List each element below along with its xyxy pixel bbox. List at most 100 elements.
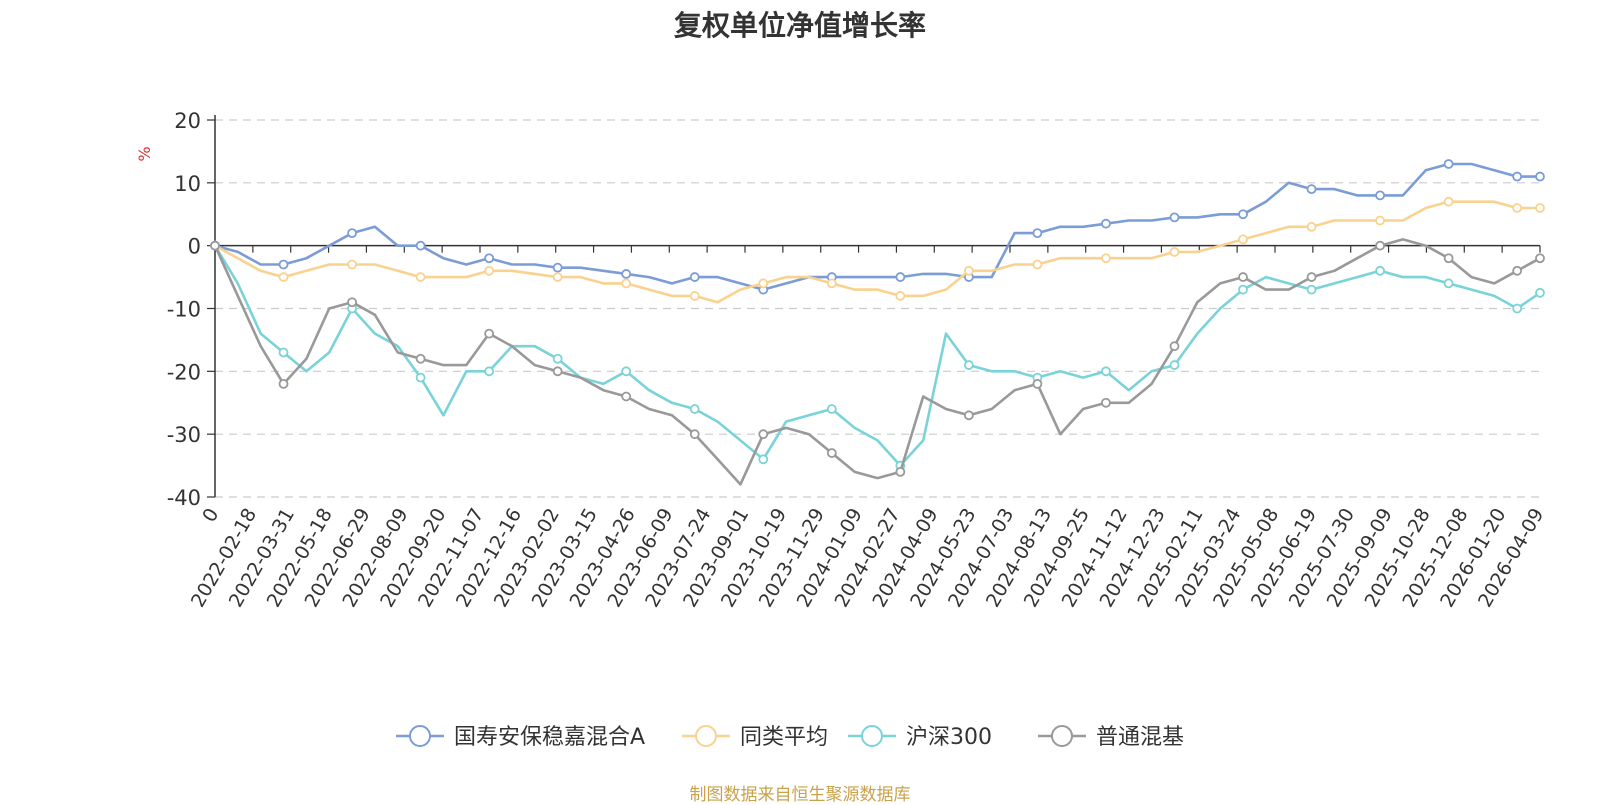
y-tick-label: -40 [167, 486, 201, 510]
y-tick-label: -10 [167, 298, 201, 322]
data-point [347, 259, 357, 270]
plot-svg: 20100-10-20-30-40%02022-02-182022-03-312… [135, 109, 1548, 750]
data-point [689, 404, 700, 414]
data-point [484, 253, 495, 264]
data-point [415, 372, 426, 383]
data-point [758, 278, 769, 289]
y-tick-label: -20 [167, 360, 201, 384]
data-point [1512, 203, 1523, 213]
y-tick-label: -30 [167, 423, 201, 447]
legend-label: 普通混基 [1096, 725, 1184, 750]
data-point [1375, 190, 1385, 201]
data-point [1238, 234, 1248, 245]
data-point [963, 410, 974, 421]
legend-marker [409, 725, 431, 747]
data-point [1032, 228, 1043, 239]
data-point [484, 366, 495, 377]
data-point [1169, 360, 1180, 370]
data-point [552, 262, 563, 273]
data-point [1443, 253, 1454, 264]
data-point [1306, 284, 1317, 295]
data-point [758, 454, 769, 465]
data-point [1306, 221, 1317, 232]
data-point [689, 272, 700, 282]
data-point [1101, 366, 1111, 377]
data-point [621, 391, 632, 402]
data-point [1032, 378, 1043, 389]
data-point [415, 272, 426, 282]
data-point [895, 466, 906, 477]
data-point [826, 278, 837, 289]
series-line [214, 200, 1540, 304]
chart-title: 复权单位净值增长率 [673, 9, 926, 42]
data-point [1375, 215, 1385, 226]
data-point [1443, 196, 1454, 207]
data-point [552, 366, 563, 377]
data-point [210, 240, 220, 251]
legend-label: 沪深300 [906, 725, 992, 750]
data-point [689, 429, 700, 440]
data-point [484, 265, 495, 276]
data-point [278, 259, 289, 270]
data-point [1443, 159, 1454, 169]
legend-marker [1051, 725, 1073, 747]
y-tick-label: 20 [174, 109, 201, 133]
data-point [963, 360, 974, 370]
data-point [1306, 272, 1317, 282]
data-point [1375, 240, 1385, 251]
legend-label: 国寿安保稳嘉混合A [454, 725, 645, 750]
x-tick-label: 0 [198, 505, 223, 526]
legend-label: 同类平均 [740, 725, 828, 750]
data-point [1512, 303, 1523, 314]
data-point [1238, 209, 1248, 220]
data-point [1169, 341, 1180, 352]
y-tick-label: 10 [174, 172, 201, 196]
data-point [278, 378, 289, 389]
legend-marker [861, 725, 883, 747]
data-point [1032, 259, 1043, 270]
data-point [347, 297, 357, 308]
data-point [1238, 272, 1248, 282]
data-point [621, 278, 632, 289]
data-point [1512, 265, 1523, 276]
data-point [278, 347, 289, 358]
source-note: 制图数据来自恒生聚源数据库 [689, 785, 911, 805]
data-point [1535, 171, 1545, 182]
data-point [826, 404, 837, 414]
data-point [1535, 253, 1545, 264]
data-point [1169, 247, 1180, 257]
y-tick-label: 0 [188, 235, 201, 259]
data-point [552, 353, 563, 364]
data-point [278, 272, 289, 282]
data-point [415, 240, 426, 251]
legend-marker [695, 725, 717, 747]
data-point [895, 291, 906, 301]
data-point [1512, 171, 1523, 182]
data-point [1306, 184, 1317, 195]
data-point [484, 328, 495, 339]
data-point [895, 272, 906, 282]
series-line [214, 162, 1540, 291]
data-point [1101, 253, 1111, 264]
data-point [1443, 278, 1454, 289]
data-point [621, 269, 632, 279]
data-point [1238, 284, 1248, 295]
data-point [347, 228, 357, 239]
data-point [552, 272, 563, 282]
data-point [1169, 212, 1180, 223]
data-point [963, 265, 974, 276]
y-axis-label: % [135, 146, 154, 161]
data-point [415, 353, 426, 364]
series-line [213, 238, 1541, 486]
data-point [1535, 203, 1545, 213]
data-point [1101, 218, 1111, 229]
data-point [689, 291, 700, 301]
data-point [621, 366, 632, 377]
data-point [758, 429, 769, 440]
data-point [1375, 265, 1385, 276]
series-line [213, 245, 1541, 467]
data-point [1535, 287, 1545, 298]
data-point [826, 448, 837, 458]
data-point [1101, 397, 1111, 408]
